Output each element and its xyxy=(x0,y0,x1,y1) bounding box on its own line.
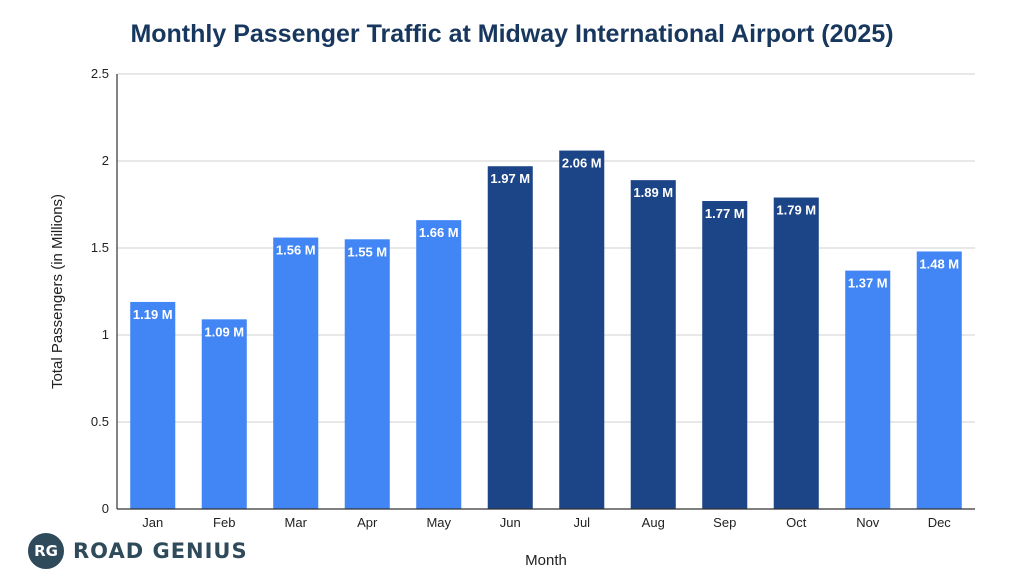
bar xyxy=(344,239,390,510)
chart-title: Monthly Passenger Traffic at Midway Inte… xyxy=(130,20,893,48)
bar-value-label: 1.79 M xyxy=(776,203,816,218)
x-tick-label: Sep xyxy=(713,515,736,530)
y-tick-label: 2 xyxy=(102,153,109,168)
bar xyxy=(702,201,748,509)
x-tick-label: Dec xyxy=(928,515,952,530)
x-tick-label: Oct xyxy=(786,515,807,530)
bar-value-label: 1.48 M xyxy=(919,256,959,271)
bar-value-label: 1.89 M xyxy=(633,185,673,200)
x-tick-label: Feb xyxy=(213,515,235,530)
y-tick-label: 2.5 xyxy=(91,66,109,81)
y-tick-label: 1 xyxy=(102,327,109,342)
bar xyxy=(773,197,819,510)
x-tick-label: Jan xyxy=(142,515,163,530)
y-tick-label: 0.5 xyxy=(91,414,109,429)
x-tick-label: Jun xyxy=(500,515,521,530)
x-tick-label: Aug xyxy=(642,515,665,530)
bar xyxy=(273,237,319,509)
x-axis-title: Month xyxy=(525,552,567,569)
y-axis-ticks: 0 0.5 1 1.5 2 2.5 xyxy=(91,66,109,516)
bar xyxy=(845,270,891,509)
bar-value-label: 1.09 M xyxy=(204,324,244,339)
brand-logo: RG ROAD GENIUS xyxy=(28,532,248,570)
bar xyxy=(130,301,176,509)
bar-value-label: 1.19 M xyxy=(133,307,173,322)
bar xyxy=(416,220,462,509)
bar xyxy=(916,251,962,510)
bar-value-label: 2.06 M xyxy=(562,156,602,171)
y-tick-label: 1.5 xyxy=(91,240,109,255)
x-tick-label: May xyxy=(426,515,451,530)
bar-value-label: 1.66 M xyxy=(419,225,459,240)
gridlines xyxy=(117,73,975,423)
x-tick-label: Jul xyxy=(573,515,590,530)
bar-value-label: 1.77 M xyxy=(705,206,745,221)
bar-labels: 1.19 M 1.09 M 1.56 M 1.55 M 1.66 M 1.97 M 2.06… xyxy=(133,156,959,340)
bar xyxy=(559,150,605,509)
bars xyxy=(130,150,962,510)
logo-badge-icon: RG xyxy=(28,533,64,569)
x-tick-label: Apr xyxy=(357,515,378,530)
y-axis-title: Total Passengers (in Millions) xyxy=(49,194,66,389)
y-tick-label: 0 xyxy=(102,501,109,516)
x-tick-label: Mar xyxy=(285,515,308,530)
bar xyxy=(487,166,533,509)
bar xyxy=(630,180,676,509)
bar-value-label: 1.97 M xyxy=(490,171,530,186)
x-axis-ticks: Jan Feb Mar Apr May Jun Jul Aug Sep Oct Nov Dec xyxy=(142,515,951,530)
bar xyxy=(201,319,247,509)
x-tick-label: Nov xyxy=(856,515,880,530)
bar-value-label: 1.55 M xyxy=(347,244,387,259)
bar-value-label: 1.56 M xyxy=(276,243,316,258)
logo-text: ROAD GENIUS xyxy=(73,539,248,563)
bar-value-label: 1.37 M xyxy=(848,276,888,291)
